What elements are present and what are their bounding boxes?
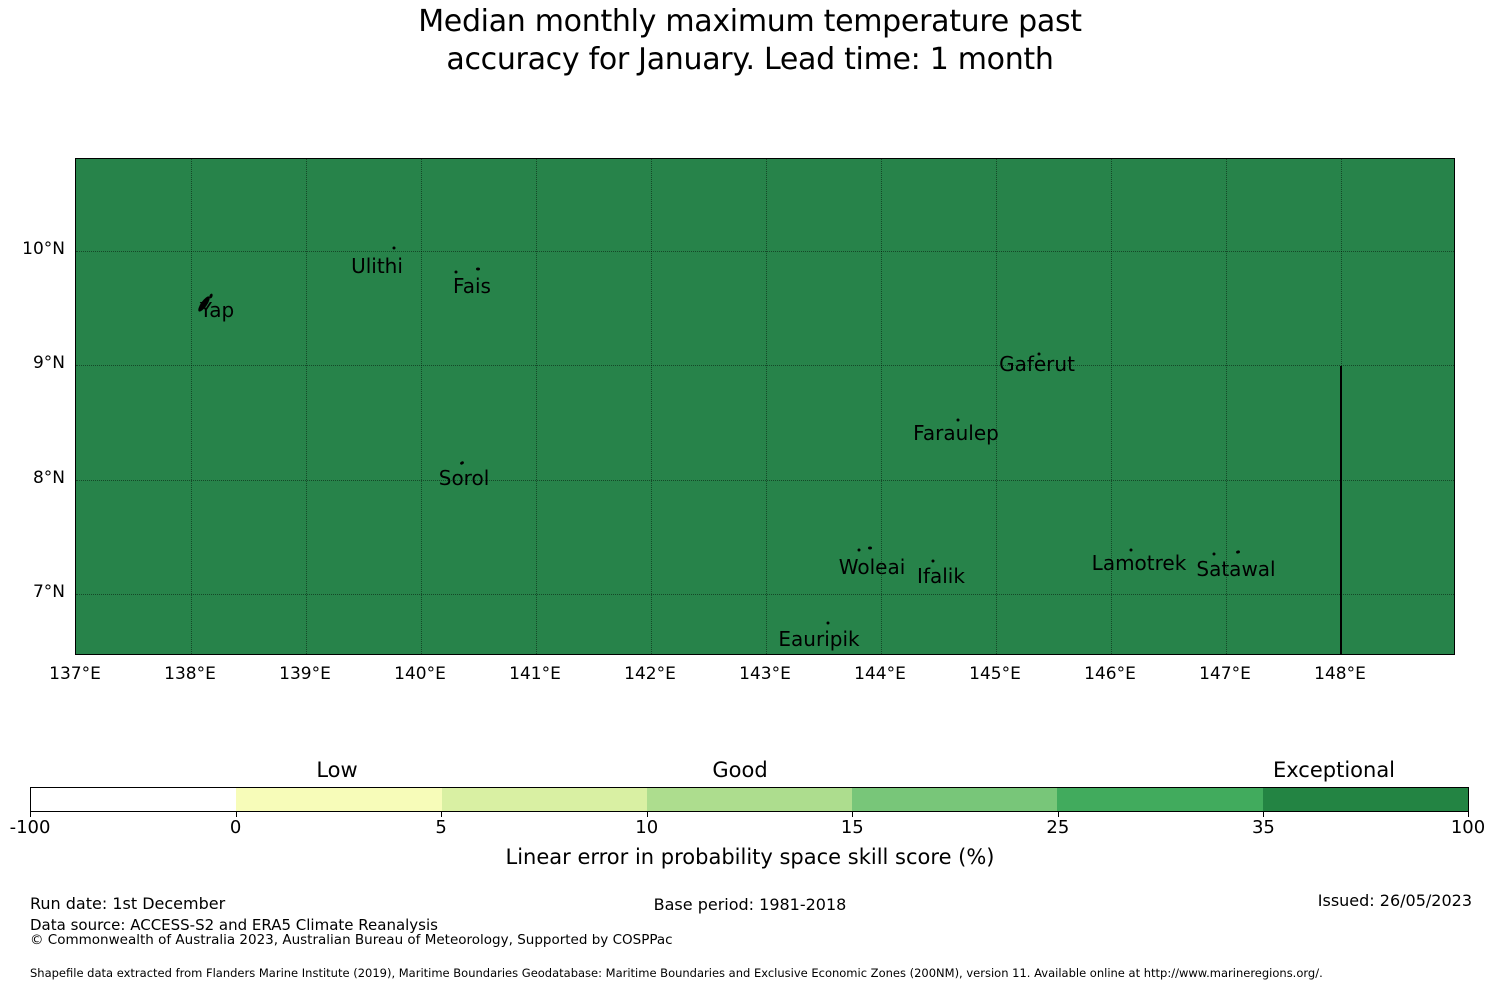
colorbar-segment [236, 788, 442, 811]
island-mark [454, 270, 458, 274]
island-label: Sorol [438, 466, 490, 490]
colorbar-segment [441, 788, 647, 811]
island-label: Yap [199, 298, 235, 322]
colorbar-segment [852, 788, 1058, 811]
y-axis-tick-label: 9°N [32, 353, 65, 374]
gridline-vertical [421, 159, 422, 654]
gridline-vertical [536, 159, 537, 654]
colorbar-tick-label: 10 [635, 817, 659, 838]
colorbar-tick [441, 812, 443, 817]
colorbar-tick [646, 812, 648, 817]
island-label: Lamotrek [1091, 551, 1187, 575]
colorbar-tick [1468, 812, 1469, 817]
colorbar-tick-label: 35 [1251, 817, 1275, 838]
x-axis-tick-label: 140°E [394, 664, 446, 684]
gridline-horizontal [76, 479, 1454, 481]
colorbar-tick-label: 25 [1046, 817, 1070, 838]
island-mark [1212, 552, 1216, 556]
colorbar-tick-label: 5 [435, 817, 447, 838]
x-axis-tick-label: 144°E [854, 664, 906, 684]
island-mark [392, 246, 396, 250]
y-axis-tick-label: 7°N [32, 581, 65, 602]
island-label: Ifalik [917, 564, 965, 588]
island-label: Ulithi [351, 254, 403, 278]
gridline-vertical [1111, 159, 1112, 654]
x-axis-tick-label: 139°E [279, 664, 331, 684]
y-axis-tick-label: 8°N [32, 467, 65, 488]
island-mark [868, 546, 872, 550]
x-axis-tick-label: 146°E [1084, 664, 1136, 684]
x-axis-tick-label: 145°E [969, 664, 1021, 684]
eez-boundary-line [1340, 366, 1342, 654]
colorbar-tick [852, 812, 854, 817]
island-mark [459, 460, 465, 466]
island-label: Eauripik [778, 627, 860, 651]
island-mark [956, 418, 960, 422]
base-period-text: Base period: 1981-2018 [653, 895, 847, 914]
colorbar-tick [30, 812, 31, 817]
colorbar-tick-label: 100 [1450, 817, 1486, 838]
x-axis-tick-label: 142°E [624, 664, 676, 684]
colorbar-tick [1057, 812, 1059, 817]
gridline-vertical [996, 159, 997, 654]
x-axis-tick-label: 138°E [164, 664, 216, 684]
x-axis-tick-label: 143°E [739, 664, 791, 684]
colorbar-segment [646, 788, 853, 811]
island-label: Gaferut [999, 352, 1075, 376]
issued-date-text: Issued: 26/05/2023 [1317, 891, 1472, 910]
island-mark [931, 559, 935, 563]
gridline-vertical [306, 159, 307, 654]
x-axis-tick-label: 147°E [1199, 664, 1251, 684]
copyright-text: © Commonwealth of Australia 2023, Austra… [30, 932, 673, 948]
island-label: Faraulep [913, 421, 999, 445]
colorbar-tick-label: 0 [229, 817, 242, 838]
colorbar-segment [1262, 788, 1468, 811]
gridline-vertical [1226, 159, 1227, 654]
gridline-vertical [881, 159, 882, 654]
colorbar-tick-label: -100 [9, 817, 51, 838]
colorbar-axis-label: Linear error in probability space skill … [505, 845, 995, 869]
gridline-vertical [191, 159, 192, 654]
island-mark [1129, 548, 1133, 552]
island-label: Fais [453, 274, 491, 298]
x-axis-tick-label: 137°E [49, 664, 101, 684]
gridline-horizontal [76, 593, 1454, 595]
island-mark [826, 621, 830, 625]
shapefile-note-text: Shapefile data extracted from Flanders M… [30, 966, 1323, 980]
colorbar-category-label: Exceptional [1272, 758, 1396, 782]
colorbar-tick [1263, 812, 1265, 817]
island-mark [857, 548, 861, 552]
x-axis-tick-label: 141°E [509, 664, 561, 684]
colorbar-segment [31, 788, 237, 811]
colorbar-tick-label: 15 [840, 817, 864, 838]
island-mark [1235, 549, 1241, 555]
chart-title: Median monthly maximum temperature past … [418, 4, 1082, 77]
data-source-text: Data source: ACCESS-S2 and ERA5 Climate … [30, 916, 438, 934]
colorbar-category-label: Low [316, 758, 358, 782]
gridline-vertical [766, 159, 767, 654]
island-mark [1037, 352, 1041, 356]
y-axis-tick-label: 10°N [22, 239, 65, 259]
colorbar-tick [235, 812, 237, 817]
gridline-horizontal [76, 251, 1454, 252]
x-axis-tick-label: 148°E [1314, 664, 1366, 684]
gridline-horizontal [76, 365, 1454, 367]
map-area: Ulithi Fais Yap Gaferut Faraulep Sorol Woleai I… [75, 158, 1455, 655]
island-mark [476, 267, 480, 271]
island-label: Woleai [838, 555, 906, 579]
colorbar [30, 787, 1469, 812]
colorbar-segment [1057, 788, 1263, 811]
gridline-vertical [651, 159, 652, 654]
run-date-text: Run date: 1st December [30, 894, 226, 913]
island-label: Satawal [1196, 557, 1276, 581]
colorbar-category-label: Good [712, 758, 768, 782]
